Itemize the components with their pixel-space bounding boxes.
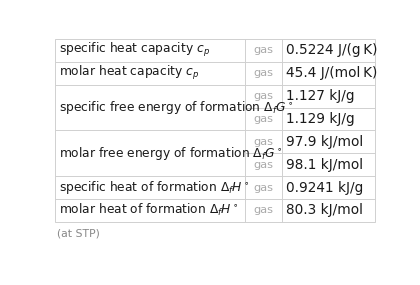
Text: molar heat capacity $c_p$: molar heat capacity $c_p$ bbox=[59, 64, 199, 82]
Text: 0.5224 J/(g K): 0.5224 J/(g K) bbox=[286, 43, 378, 58]
Text: gas: gas bbox=[254, 183, 273, 193]
Text: gas: gas bbox=[254, 114, 273, 124]
Text: gas: gas bbox=[254, 137, 273, 147]
Text: specific free energy of formation $\Delta_f G^\circ$: specific free energy of formation $\Delt… bbox=[59, 99, 294, 116]
Text: 1.129 kJ/g: 1.129 kJ/g bbox=[286, 112, 355, 126]
Text: (at STP): (at STP) bbox=[57, 229, 100, 239]
Text: molar free energy of formation $\Delta_f G^\circ$: molar free energy of formation $\Delta_f… bbox=[59, 145, 283, 162]
Text: gas: gas bbox=[254, 45, 273, 56]
Bar bbox=[55, 39, 375, 222]
Text: 97.9 kJ/mol: 97.9 kJ/mol bbox=[286, 135, 363, 149]
Text: specific heat capacity $c_p$: specific heat capacity $c_p$ bbox=[59, 41, 210, 60]
Text: specific heat of formation $\Delta_f H^\circ$: specific heat of formation $\Delta_f H^\… bbox=[59, 179, 249, 196]
Text: 0.9241 kJ/g: 0.9241 kJ/g bbox=[286, 181, 363, 195]
Text: gas: gas bbox=[254, 205, 273, 215]
Text: molar heat of formation $\Delta_f H^\circ$: molar heat of formation $\Delta_f H^\cir… bbox=[59, 202, 239, 219]
Text: 80.3 kJ/mol: 80.3 kJ/mol bbox=[286, 203, 363, 217]
Text: 1.127 kJ/g: 1.127 kJ/g bbox=[286, 89, 354, 103]
Text: gas: gas bbox=[254, 160, 273, 170]
Text: 98.1 kJ/mol: 98.1 kJ/mol bbox=[286, 158, 363, 172]
Text: gas: gas bbox=[254, 91, 273, 101]
Text: gas: gas bbox=[254, 68, 273, 78]
Text: 45.4 J/(mol K): 45.4 J/(mol K) bbox=[286, 66, 378, 80]
